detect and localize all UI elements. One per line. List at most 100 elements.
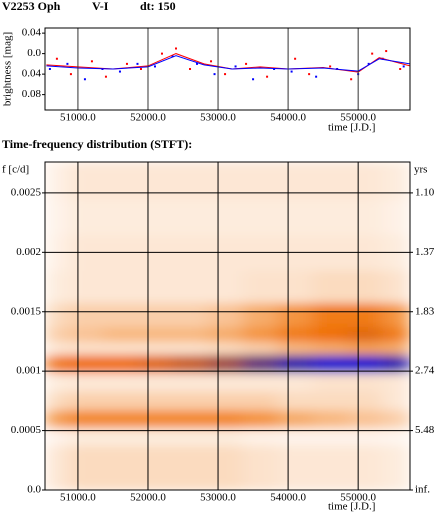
heat-cell <box>312 198 349 235</box>
heat-cell <box>45 445 68 490</box>
heat-cell <box>312 354 349 373</box>
heat-cell <box>102 270 138 304</box>
plot-frame <box>44 161 411 491</box>
heat-cell <box>67 198 103 235</box>
point <box>290 70 293 73</box>
heat-cell <box>207 445 244 490</box>
point <box>266 75 269 78</box>
x-tick-label: 54000.0 <box>270 112 306 124</box>
heat-cell <box>382 302 410 328</box>
heat-cell <box>312 445 349 490</box>
heat-cell <box>242 427 279 446</box>
point <box>175 47 178 50</box>
heat-cell <box>242 391 279 411</box>
point <box>273 68 276 70</box>
heat-cell <box>382 427 410 446</box>
heat-cell <box>207 391 244 411</box>
point <box>224 73 227 76</box>
y-axis-label: brightness [mag] <box>2 32 14 106</box>
point <box>350 78 353 81</box>
point <box>252 78 255 81</box>
heat-cell <box>277 341 314 356</box>
heat-cell <box>347 354 384 373</box>
heat-cell <box>242 326 279 342</box>
heat-cell <box>382 162 410 200</box>
heat-cell <box>137 302 174 328</box>
heat-cell <box>382 391 410 411</box>
heat-cell <box>242 198 279 235</box>
heat-cell <box>67 372 103 393</box>
heat-cell <box>207 326 244 342</box>
heat-cell <box>102 372 138 393</box>
heat-cell <box>347 162 384 200</box>
heat-cell <box>67 162 103 200</box>
heat-cell <box>137 162 174 200</box>
plot-frame <box>44 27 411 111</box>
point <box>139 68 142 70</box>
heat-cell <box>45 391 68 411</box>
y2-tick-label: 2.74 <box>415 365 435 377</box>
heat-cell <box>277 198 314 235</box>
point <box>125 62 128 65</box>
y2-tick-label: 5.48 <box>415 424 435 436</box>
heat-cell <box>382 270 410 304</box>
heat-cell <box>312 302 349 328</box>
title: V2253 Oph <box>2 0 61 13</box>
heat-cell <box>277 162 314 200</box>
heat-cell <box>137 409 174 429</box>
heat-cell <box>277 372 314 393</box>
heat-cell <box>242 341 279 356</box>
y2-tick-label: 1.10 <box>415 186 435 198</box>
heat-cell <box>207 427 244 446</box>
point <box>367 62 370 65</box>
heat-cell <box>172 445 209 490</box>
fit-line <box>46 53 410 73</box>
heat-cell <box>45 341 68 356</box>
heat-cell <box>137 270 174 304</box>
heat-cell <box>277 270 314 304</box>
heat-cell <box>312 270 349 304</box>
heat-cell <box>102 162 138 200</box>
point <box>55 57 58 60</box>
heat-cell <box>45 326 68 342</box>
heat-cell <box>207 302 244 328</box>
heat-cell <box>382 445 410 490</box>
heat-cell <box>347 198 384 235</box>
y-axis-label: f [c/d] <box>2 164 29 176</box>
y-tick-label: 0.0 <box>27 47 41 59</box>
x-tick-label: 55000.0 <box>340 492 376 504</box>
heat-cell <box>67 391 103 411</box>
heat-cell <box>172 341 209 356</box>
y-tick-label: 0.0015 <box>11 305 42 317</box>
heat-cell <box>242 162 279 200</box>
y-tick-label: 0.08 <box>22 88 42 100</box>
x-axis-label: time [J.D.] <box>328 122 375 134</box>
x-tick-label: 52000.0 <box>130 492 166 504</box>
heat-cell <box>102 354 138 373</box>
heat-cell <box>242 302 279 328</box>
heat-cell <box>137 326 174 342</box>
subtitle: Time-frequency distribution (STFT): <box>2 137 192 151</box>
point <box>83 78 86 81</box>
heat-cell <box>172 302 209 328</box>
heat-cell <box>67 326 103 342</box>
heat-cell <box>382 372 410 393</box>
point <box>118 70 121 73</box>
y2-tick-label: inf. <box>415 484 430 496</box>
point <box>90 60 93 63</box>
y2-axis-label: yrs <box>414 164 427 176</box>
heat-cell <box>137 198 174 235</box>
heat-cell <box>172 409 209 429</box>
heat-cell <box>347 409 384 429</box>
band: V-I <box>92 0 109 13</box>
point <box>245 62 248 65</box>
heat-cell <box>382 409 410 429</box>
point <box>136 62 139 65</box>
point <box>171 55 174 58</box>
heat-cell <box>347 270 384 304</box>
point <box>371 52 374 55</box>
heat-cell <box>172 270 209 304</box>
point <box>69 73 72 76</box>
point <box>294 57 297 60</box>
heat-cell <box>137 354 174 373</box>
